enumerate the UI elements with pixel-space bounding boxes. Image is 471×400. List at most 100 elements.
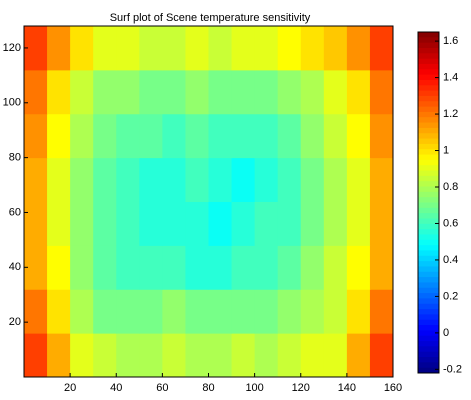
colorbar-band: [418, 367, 439, 374]
heat-cell: [369, 289, 394, 334]
colorbar-band: [418, 111, 439, 118]
heat-cell: [300, 69, 325, 115]
heat-cell: [47, 201, 71, 246]
colorbar-band: [418, 95, 439, 102]
heat-cell: [162, 289, 186, 334]
heat-cell: [300, 157, 325, 202]
heat-cell: [208, 157, 233, 202]
heat-cell: [208, 113, 233, 159]
heat-cell: [139, 201, 163, 246]
heat-cell: [70, 113, 94, 159]
heat-cell: [300, 113, 325, 159]
colorbar-band: [418, 346, 439, 353]
colorbar-band: [418, 325, 439, 331]
heat-cell: [116, 113, 140, 159]
colorbar-band: [418, 159, 439, 166]
heat-cell: [323, 69, 348, 115]
colorbar-band: [418, 154, 439, 161]
heat-cell: [47, 333, 71, 378]
colorbar-band: [418, 69, 439, 76]
colorbar-band: [418, 181, 439, 188]
colorbar-band: [418, 357, 439, 363]
colorbar-tick-label: 1.4: [443, 71, 458, 83]
heat-cell: [346, 26, 371, 71]
heat-cell: [70, 26, 94, 71]
colorbar-band: [418, 202, 439, 209]
colorbar-band: [418, 213, 439, 219]
y-tick-label: 20: [9, 316, 21, 328]
heat-cell: [231, 289, 256, 334]
heat-cell: [162, 245, 186, 290]
heat-cell: [47, 113, 71, 159]
colorbar-band: [418, 149, 439, 156]
colorbar-band: [418, 133, 439, 140]
colorbar-band: [418, 197, 439, 203]
colorbar-band: [418, 63, 439, 70]
colorbar-band: [418, 32, 439, 38]
colorbar-band: [418, 341, 439, 347]
colorbar-band: [418, 245, 439, 251]
heat-cell: [323, 26, 348, 71]
heat-cell: [300, 289, 325, 334]
x-tick-label: 40: [110, 382, 122, 394]
heat-cell: [254, 289, 279, 334]
heat-cell: [116, 157, 140, 202]
heat-cell: [369, 157, 394, 202]
heat-cell: [162, 26, 186, 71]
heat-cell: [24, 289, 48, 334]
heat-cell: [185, 245, 209, 290]
colorbar-band: [418, 330, 439, 337]
heat-cell: [254, 333, 279, 378]
heat-cell: [93, 69, 117, 115]
colorbar-band: [418, 58, 439, 65]
colorbar-band: [418, 261, 439, 267]
heat-cell: [116, 245, 140, 290]
heat-cell: [300, 201, 325, 246]
heat-cell: [300, 333, 325, 378]
colorbar-band: [418, 79, 439, 86]
heat-cell: [369, 113, 394, 159]
heat-cell: [231, 113, 256, 159]
heat-cell: [70, 201, 94, 246]
heat-cell: [185, 157, 209, 202]
heat-cell: [231, 69, 256, 115]
heat-cell: [323, 201, 348, 246]
y-tick-label: 80: [9, 152, 21, 164]
colorbar-tick-label: -0.2: [443, 363, 462, 375]
y-tick-label: 100: [3, 97, 21, 109]
heat-cell: [24, 157, 48, 202]
heat-cell: [47, 26, 71, 71]
heat-cell: [93, 26, 117, 71]
colorbar-tick-label: 0.2: [443, 290, 458, 302]
colorbar-tick-label: 0: [443, 327, 449, 339]
heat-cell: [254, 26, 279, 71]
colorbar-band: [418, 239, 439, 246]
colorbar-band: [418, 122, 439, 129]
heat-cell: [346, 201, 371, 246]
heat-cell: [116, 26, 140, 71]
heat-cell: [139, 245, 163, 290]
y-tick-label: 40: [9, 261, 21, 273]
colorbar-band: [418, 138, 439, 145]
x-tick-label: 120: [292, 382, 310, 394]
heat-cell: [323, 245, 348, 290]
colorbar-band: [418, 175, 439, 182]
heat-cell: [346, 157, 371, 202]
heat-cell: [24, 69, 48, 115]
heat-cell: [185, 113, 209, 159]
heat-cell: [70, 69, 94, 115]
x-tick-label: 160: [384, 382, 402, 394]
heat-cell: [231, 201, 256, 246]
heat-cell: [346, 245, 371, 290]
chart-title: Surf plot of Scene temperature sensitivi…: [110, 12, 311, 24]
heat-cell: [93, 333, 117, 378]
heat-cell: [116, 333, 140, 378]
colorbar-band: [418, 106, 439, 113]
colorbar-band: [418, 207, 439, 214]
heat-cell: [369, 333, 394, 378]
colorbar-band: [418, 127, 439, 134]
colorbar-band: [418, 362, 439, 369]
heat-cell: [300, 245, 325, 290]
colorbar-band: [418, 218, 439, 225]
